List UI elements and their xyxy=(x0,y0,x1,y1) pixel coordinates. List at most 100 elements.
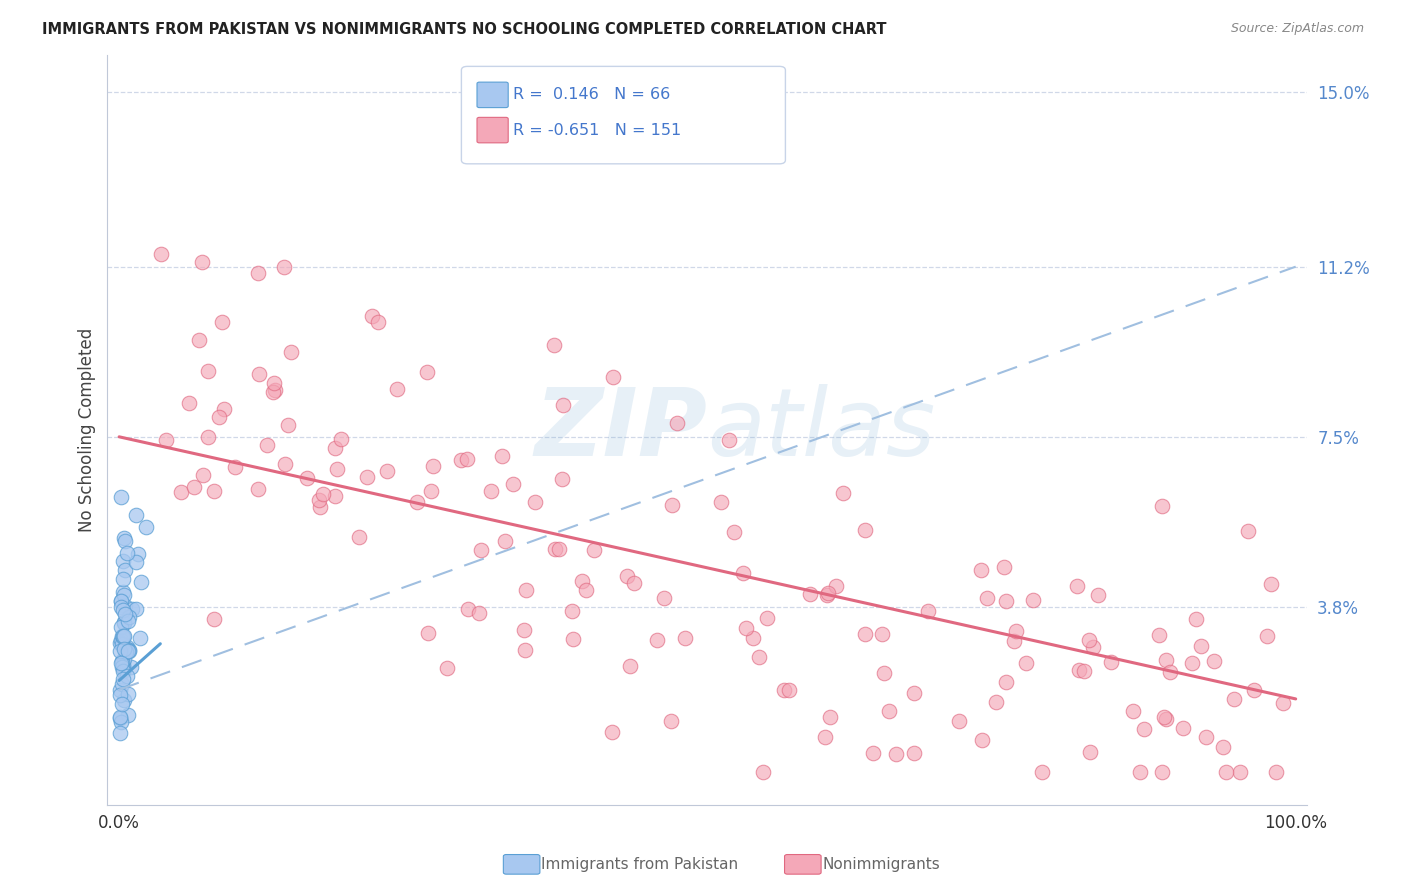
Point xyxy=(112,665,135,679)
FancyBboxPatch shape xyxy=(461,66,786,164)
Point xyxy=(1243,683,1265,698)
Point xyxy=(575,583,598,598)
Point xyxy=(110,594,132,608)
Point xyxy=(356,470,378,484)
Point xyxy=(193,468,215,483)
Point xyxy=(479,484,502,499)
Point xyxy=(903,746,925,760)
Point xyxy=(108,711,131,725)
Text: atlas: atlas xyxy=(707,384,935,475)
Point xyxy=(377,464,399,478)
Point xyxy=(1202,654,1225,668)
Point xyxy=(456,451,478,466)
Point xyxy=(1264,765,1286,780)
Point xyxy=(494,533,516,548)
Point xyxy=(659,714,682,728)
Point xyxy=(118,610,141,624)
Point xyxy=(1069,664,1091,678)
Point xyxy=(117,614,139,628)
Point xyxy=(115,640,138,655)
Point xyxy=(1077,633,1099,648)
Text: Nonimmigrants: Nonimmigrants xyxy=(823,857,941,871)
Point xyxy=(742,632,765,646)
Point xyxy=(273,260,295,274)
Point xyxy=(470,542,492,557)
Point xyxy=(111,572,134,586)
Point xyxy=(752,765,775,780)
Point xyxy=(665,416,688,430)
Point xyxy=(571,574,593,589)
Point xyxy=(114,607,136,621)
Point xyxy=(1087,588,1109,602)
Point xyxy=(1153,709,1175,723)
Point xyxy=(1066,579,1088,593)
Point xyxy=(1152,500,1174,514)
Point xyxy=(422,458,444,473)
Point xyxy=(756,611,779,625)
Point xyxy=(349,530,371,544)
Point xyxy=(277,418,299,433)
Point xyxy=(312,487,335,501)
Point xyxy=(1122,704,1144,718)
Point xyxy=(1081,640,1104,654)
Point xyxy=(513,642,536,657)
Point xyxy=(1159,665,1181,679)
Point xyxy=(129,574,152,589)
Point xyxy=(155,433,177,447)
Point xyxy=(870,627,893,641)
Point xyxy=(993,560,1015,574)
Point xyxy=(491,449,513,463)
Point xyxy=(710,495,733,509)
Point xyxy=(110,657,132,671)
Point xyxy=(385,382,408,396)
Point xyxy=(778,683,800,698)
Text: R =  0.146   N = 66: R = 0.146 N = 66 xyxy=(513,87,671,103)
Point xyxy=(112,615,135,629)
Point xyxy=(112,662,135,676)
Point xyxy=(329,432,352,446)
Point xyxy=(817,586,839,600)
Point xyxy=(110,593,132,607)
Point xyxy=(247,266,270,280)
Point xyxy=(149,247,172,261)
Text: ZIP: ZIP xyxy=(534,384,707,476)
Point xyxy=(112,672,135,686)
Point xyxy=(247,367,270,381)
Point xyxy=(1181,656,1204,670)
Point xyxy=(118,643,141,657)
Point xyxy=(457,601,479,615)
Point xyxy=(994,675,1017,690)
Point xyxy=(212,402,235,417)
Point xyxy=(112,630,135,644)
Point xyxy=(406,495,429,509)
Point xyxy=(120,660,142,674)
Point xyxy=(1256,628,1278,642)
Point xyxy=(129,631,152,645)
Point xyxy=(515,582,537,597)
Point xyxy=(177,396,200,410)
Point xyxy=(645,633,668,648)
Point xyxy=(513,623,536,637)
Point xyxy=(652,591,675,605)
Point xyxy=(121,601,143,615)
Point xyxy=(111,697,134,711)
Point xyxy=(108,726,131,740)
Point xyxy=(246,482,269,496)
Point xyxy=(1222,691,1244,706)
Point xyxy=(832,486,855,500)
Point xyxy=(799,587,821,601)
Point xyxy=(264,384,287,398)
Point xyxy=(111,603,134,617)
Point xyxy=(110,599,132,614)
Point xyxy=(1260,577,1282,591)
Point xyxy=(970,733,993,747)
Point xyxy=(111,554,134,568)
Point xyxy=(127,548,149,562)
Point xyxy=(1185,612,1208,626)
Point xyxy=(723,524,745,539)
Point xyxy=(114,534,136,549)
Point xyxy=(111,660,134,674)
Point xyxy=(1150,765,1173,780)
Point xyxy=(877,705,900,719)
Point xyxy=(1212,740,1234,755)
